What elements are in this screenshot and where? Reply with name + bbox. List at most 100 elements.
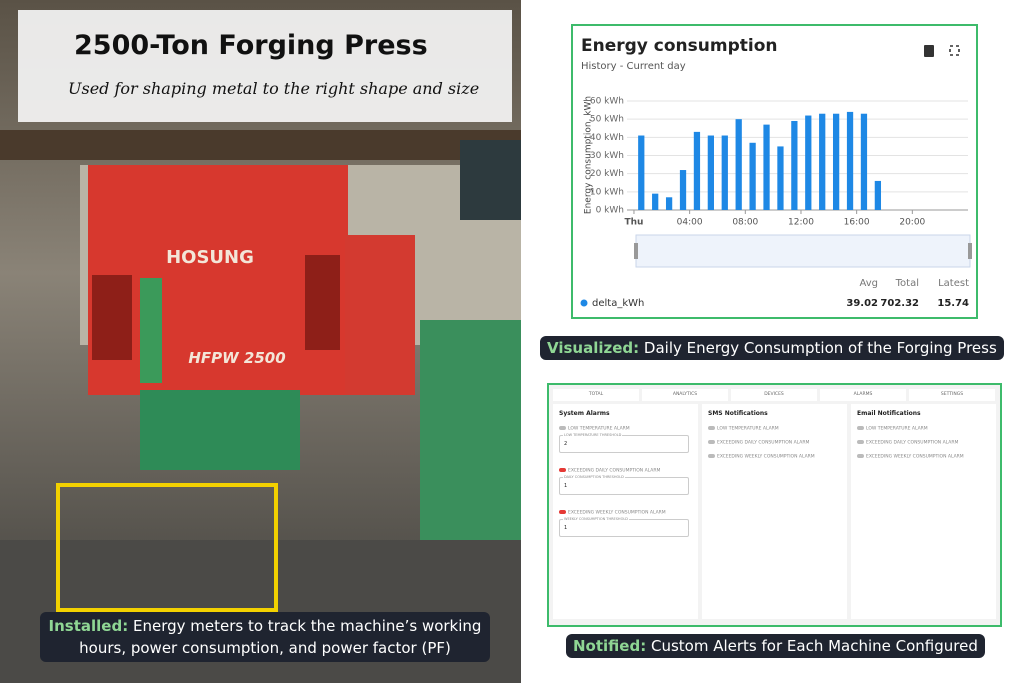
y-tick-label: 30 kWh xyxy=(590,151,624,161)
alarm-column: System Alarms LOW TEMPERATURE ALARM LOW TE… xyxy=(553,404,698,619)
alarm-column: Email Notifications LOW TEMPERATURE ALARM… xyxy=(851,404,996,619)
bar xyxy=(721,135,728,210)
bar xyxy=(791,120,798,210)
chart-title: Energy consumption xyxy=(581,36,778,56)
navigator-handle[interactable] xyxy=(634,243,638,259)
tab[interactable]: TOTAL xyxy=(553,389,639,401)
download-icon[interactable] xyxy=(924,45,934,57)
toggle-switch[interactable] xyxy=(857,440,864,444)
stat-value: 39.02 xyxy=(846,298,878,309)
toggle-switch[interactable] xyxy=(708,440,715,444)
x-tick-label: Thu xyxy=(624,218,643,228)
title: 2500-Ton Forging Press xyxy=(74,30,428,61)
y-tick-label: 20 kWh xyxy=(590,169,624,179)
toggle-switch[interactable] xyxy=(857,454,864,458)
toggle-switch[interactable] xyxy=(708,454,715,458)
roof-beam xyxy=(0,130,521,160)
x-tick-label: 20:00 xyxy=(899,218,925,228)
bar xyxy=(679,170,687,210)
alarm-toggle[interactable]: LOW TEMPERATURE ALARM xyxy=(559,426,630,432)
y-tick-label: 40 kWh xyxy=(590,133,624,143)
field-value: 2 xyxy=(564,441,568,447)
threshold-field[interactable]: WEEKLY CONSUMPTION THRESHOLD 1 xyxy=(559,517,689,537)
x-tick-label: 08:00 xyxy=(732,218,758,228)
stat-header: Latest xyxy=(938,278,969,289)
field-value: 1 xyxy=(564,525,568,531)
press-side xyxy=(345,235,415,395)
column-title: System Alarms xyxy=(559,410,610,417)
y-axis-title: Energy consumption, kWh xyxy=(584,96,594,214)
caption: Installed: Energy meters to track the ma… xyxy=(40,612,490,662)
bar xyxy=(860,113,868,210)
alarm-toggle[interactable]: EXCEEDING WEEKLY CONSUMPTION ALARM xyxy=(708,454,815,460)
alarm-label: EXCEEDING DAILY CONSUMPTION ALARM xyxy=(568,468,661,474)
alarm-toggle[interactable]: EXCEEDING DAILY CONSUMPTION ALARM xyxy=(708,440,809,446)
caption-text: Energy meters to track the machine’s wor… xyxy=(79,617,482,657)
press-panel xyxy=(92,275,132,360)
tab[interactable]: ANALYTICS xyxy=(642,389,728,401)
window xyxy=(460,140,521,220)
alarm-label: EXCEEDING WEEKLY CONSUMPTION ALARM xyxy=(568,510,666,516)
field-label: WEEKLY CONSUMPTION THRESHOLD xyxy=(563,517,629,521)
fullscreen-icon[interactable] xyxy=(949,45,960,56)
chart-subtitle: History - Current day xyxy=(581,61,686,72)
toggle-switch[interactable] xyxy=(708,426,715,430)
press-column xyxy=(140,278,162,383)
bar xyxy=(665,197,673,210)
chart-widget: Energy consumption History - Current day… xyxy=(571,24,978,319)
caption-text: Daily Energy Consumption of the Forging … xyxy=(643,339,997,357)
chart: Energy consumption History - Current day… xyxy=(580,36,972,309)
bar xyxy=(735,119,742,210)
column-title: SMS Notifications xyxy=(708,410,768,417)
alarm-label: LOW TEMPERATURE ALARM xyxy=(717,426,779,432)
bar xyxy=(805,115,812,210)
alarm-label: EXCEEDING WEEKLY CONSUMPTION ALARM xyxy=(717,454,815,460)
alarm-label: EXCEEDING DAILY CONSUMPTION ALARM xyxy=(866,440,959,446)
toggle-switch[interactable] xyxy=(559,510,566,514)
alarm-toggle[interactable]: LOW TEMPERATURE ALARM xyxy=(857,426,928,432)
safety-cage xyxy=(56,483,278,612)
bar xyxy=(777,146,784,210)
toggle-switch[interactable] xyxy=(559,468,566,472)
x-tick-label: 12:00 xyxy=(788,218,814,228)
threshold-field[interactable]: DAILY CONSUMPTION THRESHOLD 1 xyxy=(559,475,689,495)
y-tick-label: 0 kWh xyxy=(596,206,624,216)
toggle-switch[interactable] xyxy=(857,426,864,430)
alarm-toggle[interactable]: EXCEEDING DAILY CONSUMPTION ALARM xyxy=(559,468,660,474)
machine-model: HFPW 2500 xyxy=(188,349,285,367)
stat-value: 15.74 xyxy=(937,298,969,309)
field-value: 1 xyxy=(564,483,568,489)
y-tick-label: 60 kWh xyxy=(590,97,624,107)
conveyor xyxy=(420,320,521,540)
alarm-label: LOW TEMPERATURE ALARM xyxy=(568,426,630,432)
alarm-column: SMS Notifications LOW TEMPERATURE ALARM EX… xyxy=(702,404,847,619)
caption-lead: Installed: xyxy=(48,617,129,635)
tab[interactable]: ALARMS xyxy=(820,389,906,401)
bar xyxy=(832,113,840,210)
threshold-field[interactable]: LOW TEMPERATURE THRESHOLD 2 xyxy=(559,433,689,453)
field-label: LOW TEMPERATURE THRESHOLD xyxy=(563,433,623,437)
legend-label: delta_kWh xyxy=(592,298,644,309)
alarm-label: EXCEEDING WEEKLY CONSUMPTION ALARM xyxy=(866,454,964,460)
y-tick-label: 10 kWh xyxy=(590,187,624,197)
tab[interactable]: SETTINGS xyxy=(909,389,995,401)
navigator-handle[interactable] xyxy=(968,243,972,259)
column-title: Email Notifications xyxy=(857,410,921,417)
range-navigator[interactable] xyxy=(635,234,971,268)
field-label: DAILY CONSUMPTION THRESHOLD xyxy=(563,475,625,479)
toggle-switch[interactable] xyxy=(559,426,566,430)
bar xyxy=(707,135,714,210)
alarm-toggle[interactable]: EXCEEDING DAILY CONSUMPTION ALARM xyxy=(857,440,958,446)
alarm-label: LOW TEMPERATURE ALARM xyxy=(866,426,928,432)
legend-swatch xyxy=(580,299,588,307)
alarm-toggle[interactable]: EXCEEDING WEEKLY CONSUMPTION ALARM xyxy=(559,510,666,516)
bar xyxy=(693,131,701,210)
alarm-toggle[interactable]: EXCEEDING WEEKLY CONSUMPTION ALARM xyxy=(857,454,964,460)
y-tick-label: 50 kWh xyxy=(590,115,624,125)
tab[interactable]: DEVICES xyxy=(731,389,817,401)
caption: Visualized: Daily Energy Consumption of … xyxy=(540,336,1004,360)
x-tick-label: 04:00 xyxy=(677,218,703,228)
alarm-toggle[interactable]: LOW TEMPERATURE ALARM xyxy=(708,426,779,432)
alarm-label: EXCEEDING DAILY CONSUMPTION ALARM xyxy=(717,440,810,446)
